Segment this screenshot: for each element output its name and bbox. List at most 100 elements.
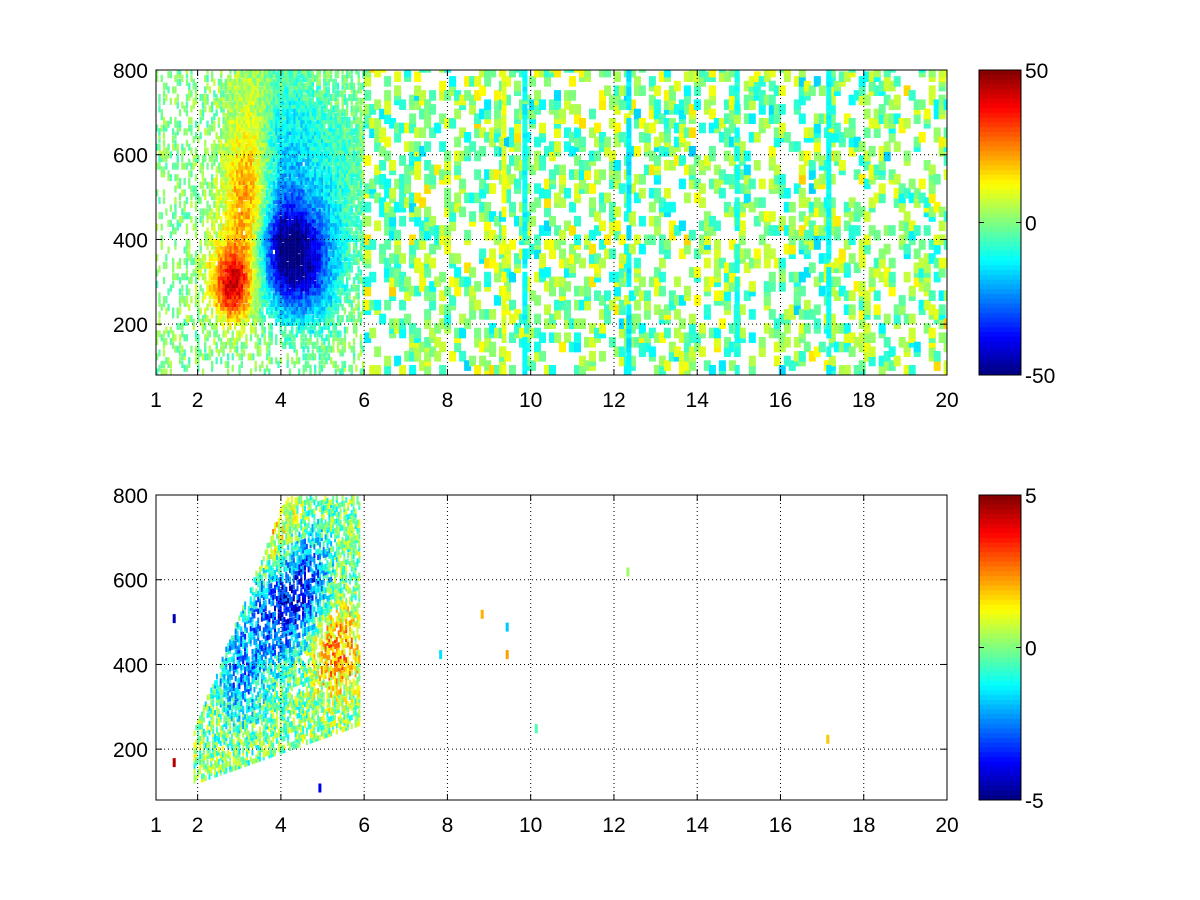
heatmap-cell [279,135,282,143]
heatmap-cell [304,193,308,201]
heatmap-cell [279,94,282,102]
heatmap-cell [439,141,447,152]
heatmap-cell [190,257,193,265]
heatmap-cell [341,143,344,151]
heatmap-cell [183,364,186,372]
heatmap-cell [222,277,225,285]
heatmap-cell [419,262,427,274]
heatmap-cell [316,219,319,227]
heatmap-cell [341,139,344,147]
heatmap-cell [346,326,349,334]
heatmap-cell [240,200,243,208]
heatmap-cell [316,74,319,82]
heatmap-cell [474,299,482,311]
heatmap-cell [327,113,330,121]
heatmap-cell [320,315,324,323]
heatmap-cell [160,212,163,220]
heatmap-cell [270,357,273,365]
heatmap-cell [254,71,257,79]
heatmap-cell [252,174,255,182]
heatmap-cell [346,246,349,254]
heatmap-cell [245,341,248,349]
heatmap-cell [222,94,225,102]
heatmap-cell [275,155,278,163]
heatmap-cell [268,357,271,365]
heatmap-cell [268,109,271,117]
heatmap-cell [192,257,195,265]
heatmap-cell [160,368,163,375]
heatmap-cell [332,322,335,330]
heatmap-cell [176,273,179,281]
heatmap-cell [231,231,234,239]
heatmap-cell [293,166,296,174]
heatmap-cell [275,250,278,258]
heatmap-cell [300,223,303,231]
heatmap-cell [302,97,305,105]
heatmap-cell [224,212,227,220]
heatmap-cell [295,181,298,189]
heatmap-cell [323,143,326,151]
heatmap-cell [243,185,246,193]
heatmap-cell [268,166,271,174]
heatmap-cell [231,86,234,94]
heatmap-cell [281,71,285,79]
heatmap-cell [256,116,259,124]
heatmap-cell [293,303,296,311]
heatmap-cell [424,160,432,171]
heatmap-cell [165,155,168,163]
heatmap-cell [165,307,168,315]
heatmap-cell [194,216,198,224]
heatmap-cell [270,113,273,121]
heatmap-cell [469,94,477,106]
heatmap-cell [252,162,255,170]
heatmap-cell [222,132,225,140]
heatmap-cell [341,284,344,292]
heatmap-cell [236,280,239,288]
heatmap-cell [243,257,246,265]
heatmap-cell [419,229,427,241]
heatmap-cell [325,74,328,82]
heatmap-cell [339,250,342,258]
heatmap-cell [355,193,358,201]
heatmap-cell [249,147,253,155]
heatmap-cell [245,151,248,159]
heatmap-cell [362,360,365,368]
heatmap-cell [206,120,209,128]
heatmap-cell [341,94,344,102]
heatmap-cell [364,104,372,115]
heatmap-cell [359,174,363,182]
heatmap-cell [307,280,310,288]
heatmap-cell [229,246,232,254]
heatmap-cell [268,70,271,75]
heatmap-cell [311,139,314,147]
heatmap-cell [286,254,289,262]
heatmap-cell [404,197,412,208]
heatmap-cell [291,235,294,243]
heatmap-cell [357,231,360,239]
heatmap-cell [268,311,271,319]
heatmap-cell [256,124,259,132]
heatmap-cell [429,281,437,292]
heatmap-cell [302,135,305,143]
heatmap-cell [220,200,223,208]
heatmap-cell [220,246,223,254]
heatmap-cell [259,311,262,319]
heatmap-cell [236,120,239,128]
heatmap-cell [215,322,218,330]
heatmap-cell [190,216,193,224]
heatmap-cell [158,147,161,155]
heatmap-cell [346,109,349,117]
heatmap-cell [254,135,257,143]
heatmap-cell [343,219,347,227]
heatmap-cell [270,254,273,262]
heatmap-cell [281,196,285,204]
heatmap-cell [185,70,189,75]
heatmap-cell [261,269,264,277]
heatmap-cell [224,238,227,246]
heatmap-cell [459,178,467,190]
heatmap-cell [323,216,326,224]
heatmap-cell [247,269,250,277]
heatmap-cell [211,311,214,319]
heatmap-cell [252,71,255,79]
heatmap-cell [158,311,161,319]
